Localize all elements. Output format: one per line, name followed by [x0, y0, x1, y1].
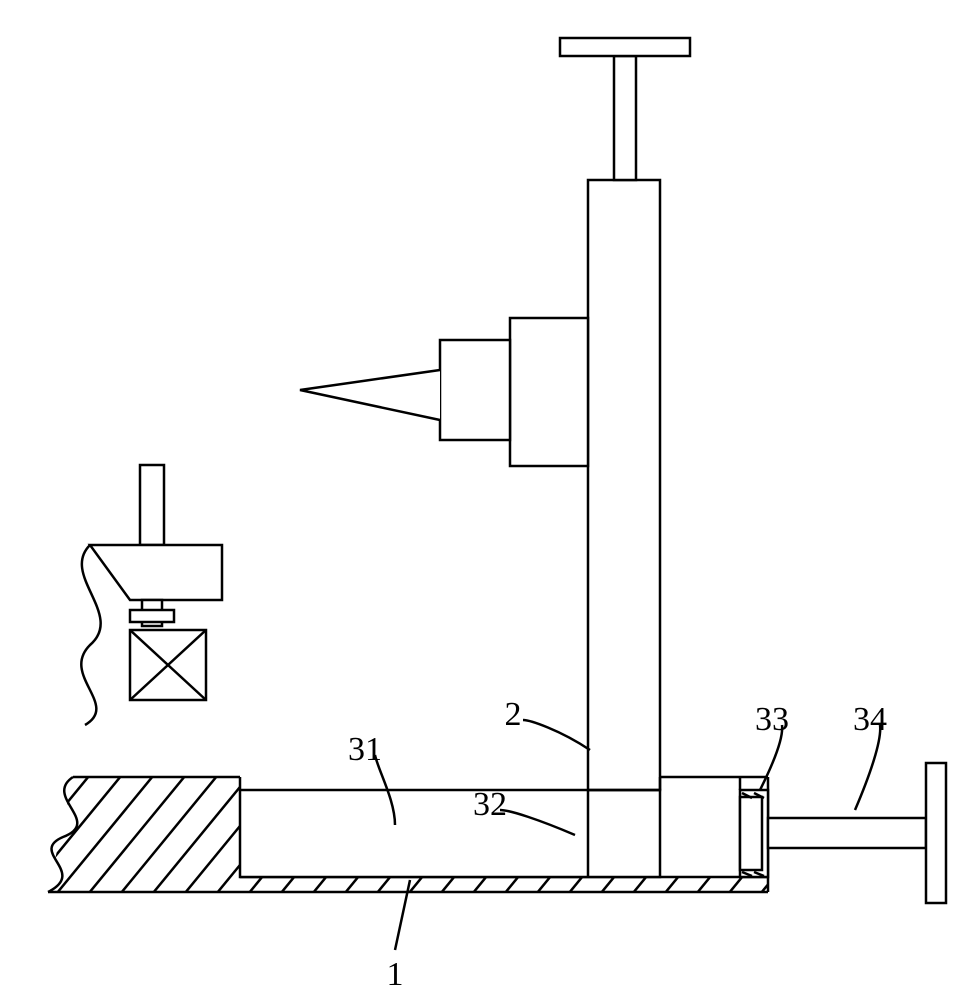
diagram-canvas: 1 2 31 32 33 34: [0, 0, 971, 1000]
callout-label: 31: [348, 731, 382, 768]
callout-label: 2: [505, 696, 522, 733]
callout-label: 1: [387, 956, 404, 993]
callout-label: 34: [853, 701, 887, 738]
callout-label: 33: [755, 701, 789, 738]
callout-label: 32: [473, 786, 507, 823]
